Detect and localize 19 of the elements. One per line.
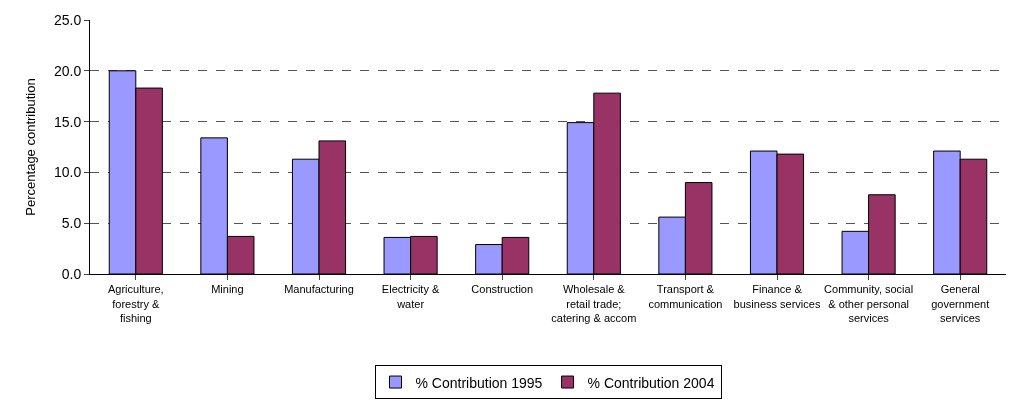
x-tick-label: Manufacturing: [284, 283, 354, 296]
x-tick-label: Electricity & water: [381, 283, 440, 310]
y-tick-label: 20.0: [53, 62, 82, 79]
x-tick-label: Construction: [471, 283, 534, 296]
x-tick-label: Community, social & other personal services: [824, 283, 914, 324]
y-axis-title: Percentage contribution: [22, 78, 38, 216]
x-tick-label: Agriculture, forestry & fishing: [107, 283, 164, 324]
x-tick-label: Mining: [211, 283, 244, 296]
x-tick-label: Wholesale & retail trade; catering & accom: [551, 283, 637, 324]
x-tick-label: Finance & business services: [733, 283, 821, 310]
y-tick-label: 10.0: [53, 164, 82, 181]
y-tick-label: 25.0: [53, 11, 82, 28]
legend-label: % Contribution 2004: [587, 374, 715, 391]
y-tick-label: 5.0: [61, 215, 82, 232]
x-tick-label: Transport & communication: [648, 283, 723, 310]
x-tick-label: General government services: [931, 283, 990, 324]
y-tick-label: 0.0: [61, 265, 82, 282]
y-tick-label: 15.0: [53, 113, 82, 130]
legend-label: % Contribution 1995: [415, 374, 543, 391]
